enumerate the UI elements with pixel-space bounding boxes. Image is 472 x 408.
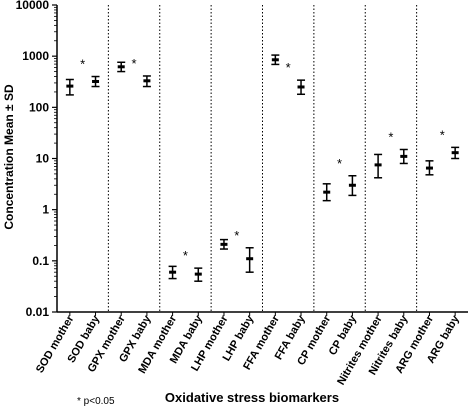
mean-marker xyxy=(425,166,433,170)
y-tick-label: 100 xyxy=(29,100,49,114)
y-tick-label: 0.1 xyxy=(32,254,49,268)
y-tick-label: 1 xyxy=(42,203,49,217)
y-tick-label: 10000 xyxy=(16,0,50,12)
y-axis-title: Concentration Mean ± SD xyxy=(2,84,16,230)
mean-marker xyxy=(143,79,151,83)
x-axis-title: Oxidative stress biomarkers xyxy=(165,390,339,405)
mean-marker xyxy=(374,163,382,167)
mean-marker xyxy=(92,79,100,83)
significance-star: * xyxy=(132,56,137,71)
mean-marker xyxy=(271,58,279,62)
significance-star: * xyxy=(183,248,188,263)
y-tick-label: 0.01 xyxy=(26,305,50,319)
mean-marker xyxy=(220,242,228,246)
mean-marker xyxy=(246,257,254,261)
significance-star: * xyxy=(337,156,342,171)
mean-marker xyxy=(66,84,74,88)
significance-footnote: * p<0.05 xyxy=(77,396,115,407)
data-marks: * * * * * * * * xyxy=(65,54,460,282)
mean-marker xyxy=(323,190,331,194)
mean-marker xyxy=(400,154,408,158)
mean-marker xyxy=(348,183,356,187)
significance-star: * xyxy=(234,228,239,243)
group-separators xyxy=(107,5,418,312)
significance-star: * xyxy=(80,57,85,72)
mean-marker xyxy=(451,151,459,155)
significance-star: * xyxy=(286,60,291,75)
mean-marker xyxy=(297,85,305,89)
y-tick-label: 10 xyxy=(36,152,50,166)
mean-marker xyxy=(117,65,125,69)
mean-marker xyxy=(194,272,202,276)
y-tick-label: 1000 xyxy=(22,49,49,63)
significance-star: * xyxy=(440,127,445,142)
mean-marker xyxy=(169,270,177,274)
significance-star: * xyxy=(388,129,393,144)
axes: 0.01 0.1 1 10 100 1000 10000 xyxy=(16,0,468,319)
category-label: SOD mother xyxy=(34,313,77,375)
